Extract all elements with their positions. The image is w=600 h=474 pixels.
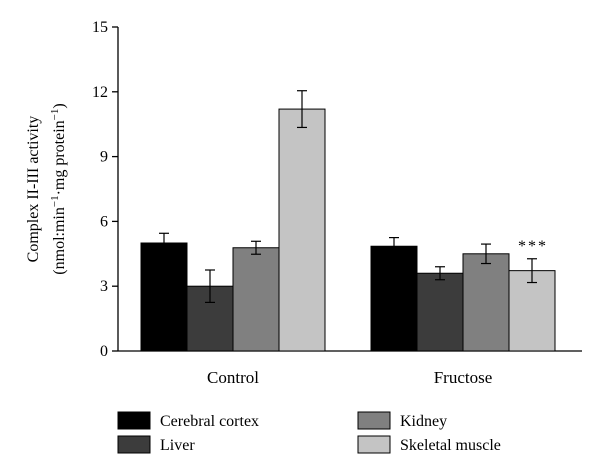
legend-label: Skeletal muscle xyxy=(400,437,501,454)
bar xyxy=(462,253,510,352)
bar xyxy=(232,247,280,352)
y-axis-title-line2: (nmol:min−1·mg protein−1) xyxy=(49,103,68,274)
bar xyxy=(416,272,464,352)
y-tick-label: 12 xyxy=(92,84,108,101)
legend-label: Liver xyxy=(160,437,195,454)
legend-label: Cerebral cortex xyxy=(160,413,259,430)
y-tick-label: 3 xyxy=(100,278,108,295)
y-tick-label: 6 xyxy=(100,213,108,230)
y-axis-title-line1: Complex II-III activity xyxy=(25,116,42,263)
legend-swatch xyxy=(357,435,391,454)
legend-swatch xyxy=(117,411,151,430)
bar xyxy=(278,108,326,352)
legend-swatch xyxy=(357,411,391,430)
bar xyxy=(508,270,556,352)
plot-area: 0 3 6 9 12 15 Complex II-III activity (nmol:min… xyxy=(25,19,582,387)
legend-swatch xyxy=(117,435,151,454)
significance-annotation: *** xyxy=(518,238,548,255)
legend-label: Kidney xyxy=(400,413,447,430)
x-category-label: Control xyxy=(207,368,259,387)
bar xyxy=(370,245,418,352)
x-category-label: Fructose xyxy=(434,368,493,387)
y-tick-label: 15 xyxy=(92,19,108,36)
bar xyxy=(140,242,188,352)
legend: Cerebral cortex Liver Kidney Skeletal muscl… xyxy=(117,411,501,454)
y-tick-label: 0 xyxy=(100,343,108,360)
y-tick-label: 9 xyxy=(100,149,108,166)
